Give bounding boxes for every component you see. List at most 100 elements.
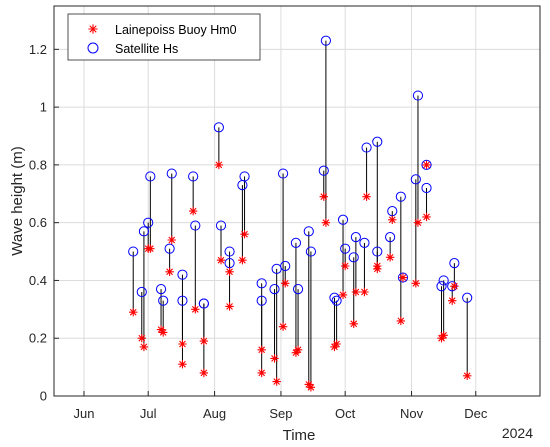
satellite-point: [385, 232, 396, 243]
buoy-point: [270, 354, 279, 363]
satellite-point: [348, 252, 359, 263]
x-tick-label: Aug: [203, 406, 226, 421]
satellite-point: [269, 284, 280, 295]
x-tick-label: Dec: [464, 406, 488, 421]
buoy-point: [137, 334, 146, 343]
legend-buoy-label: Lainepoiss Buoy Hm0: [115, 23, 237, 37]
buoy-point: [373, 261, 382, 271]
buoy-point: [167, 235, 176, 245]
y-tick-label: 0.2: [29, 331, 47, 346]
legend-buoy-marker: [88, 24, 98, 34]
buoy-point: [338, 290, 348, 300]
buoy-point: [178, 360, 187, 369]
buoy-point: [422, 160, 431, 170]
buoy-point: [411, 279, 421, 288]
satellite-point: [155, 284, 167, 295]
x-axis-ticks: Jun Jul Aug Sep Oct Nov Dec: [73, 391, 488, 421]
buoy-point: [257, 368, 266, 378]
buoy-point: [439, 331, 448, 340]
buoy-point: [332, 339, 341, 349]
satellite-point: [449, 258, 460, 269]
satellite-point: [166, 168, 177, 179]
buoy-point: [129, 308, 138, 317]
satellite-point: [215, 220, 227, 231]
satellite-point: [145, 171, 156, 182]
buoy-point: [388, 215, 397, 224]
buoy-point: [199, 336, 209, 346]
satellite-point: [277, 168, 289, 179]
legend-satellite-marker: [87, 42, 99, 54]
satellite-point: [359, 237, 370, 248]
satellite-point: [361, 142, 372, 153]
x-tick-label: Sep: [269, 406, 292, 421]
satellite-point: [136, 286, 147, 298]
buoy-point: [178, 339, 187, 349]
buoy-point: [351, 287, 361, 297]
buoy-point: [360, 287, 369, 297]
grid-lines: [54, 6, 540, 397]
satellite-point: [462, 292, 473, 303]
buoy-point: [191, 305, 200, 314]
buoy-point: [240, 230, 249, 239]
buoy-point: [214, 160, 224, 170]
satellite-point: [164, 243, 175, 254]
satellite-point: [410, 174, 421, 185]
satellite-point: [421, 182, 432, 194]
satellite-point: [337, 214, 349, 225]
satellite-point: [320, 35, 332, 46]
buoy-point: [293, 345, 303, 354]
satellite-point: [372, 246, 383, 257]
x-axis-label: Time: [283, 427, 316, 444]
satellite-point: [198, 298, 209, 309]
buoy-point: [225, 302, 234, 311]
satellite-point: [303, 226, 314, 237]
buoy-point: [319, 192, 328, 201]
satellite-point: [350, 232, 361, 243]
buoy-point: [396, 316, 406, 326]
y-tick-label: 1.2: [29, 42, 47, 57]
buoy-point: [146, 244, 155, 253]
y-axis-ticks: 0 0.2 0.4 0.6 0.8 1 1.2: [29, 42, 59, 404]
x-tick-label: Nov: [400, 406, 424, 421]
satellite-point: [438, 275, 449, 286]
satellite-point: [331, 295, 342, 306]
plot-box: [53, 5, 541, 397]
satellite-point: [280, 260, 291, 272]
buoy-point: [216, 256, 226, 265]
buoy-point: [278, 322, 288, 331]
plot-area: [54, 6, 540, 396]
buoy-point: [448, 296, 457, 305]
legend-star-glyph: [88, 24, 98, 34]
buoy-point: [340, 261, 350, 271]
y-axis-label: Wave height (m): [9, 146, 26, 255]
buoy-point: [450, 282, 459, 291]
satellite-point: [340, 243, 351, 254]
satellite-point: [397, 272, 409, 283]
satellite-point: [138, 226, 150, 237]
satellite-point: [188, 171, 199, 182]
buoy-point: [385, 253, 395, 262]
y-tick-label: 0.8: [29, 157, 47, 172]
satellite-point: [329, 292, 340, 303]
buoy-markers: [129, 160, 472, 392]
satellite-point: [436, 281, 447, 292]
buoy-point: [321, 218, 331, 227]
satellite-point: [177, 269, 188, 280]
buoy-point: [349, 319, 358, 328]
buoy-point: [398, 273, 408, 282]
satellite-point: [239, 171, 250, 182]
buoy-point: [199, 368, 209, 378]
satellite-point: [256, 278, 267, 289]
y-tick-label: 0.6: [29, 215, 47, 230]
satellite-point: [128, 246, 139, 257]
buoy-point: [306, 383, 316, 392]
x-tick-label: Oct: [335, 406, 356, 421]
satellite-point: [158, 295, 169, 306]
satellite-point: [177, 295, 188, 306]
buoy-point: [272, 377, 281, 386]
satellite-point: [412, 90, 424, 101]
satellite-point: [213, 122, 224, 133]
satellite-point: [395, 191, 406, 202]
buoy-point: [139, 342, 149, 352]
